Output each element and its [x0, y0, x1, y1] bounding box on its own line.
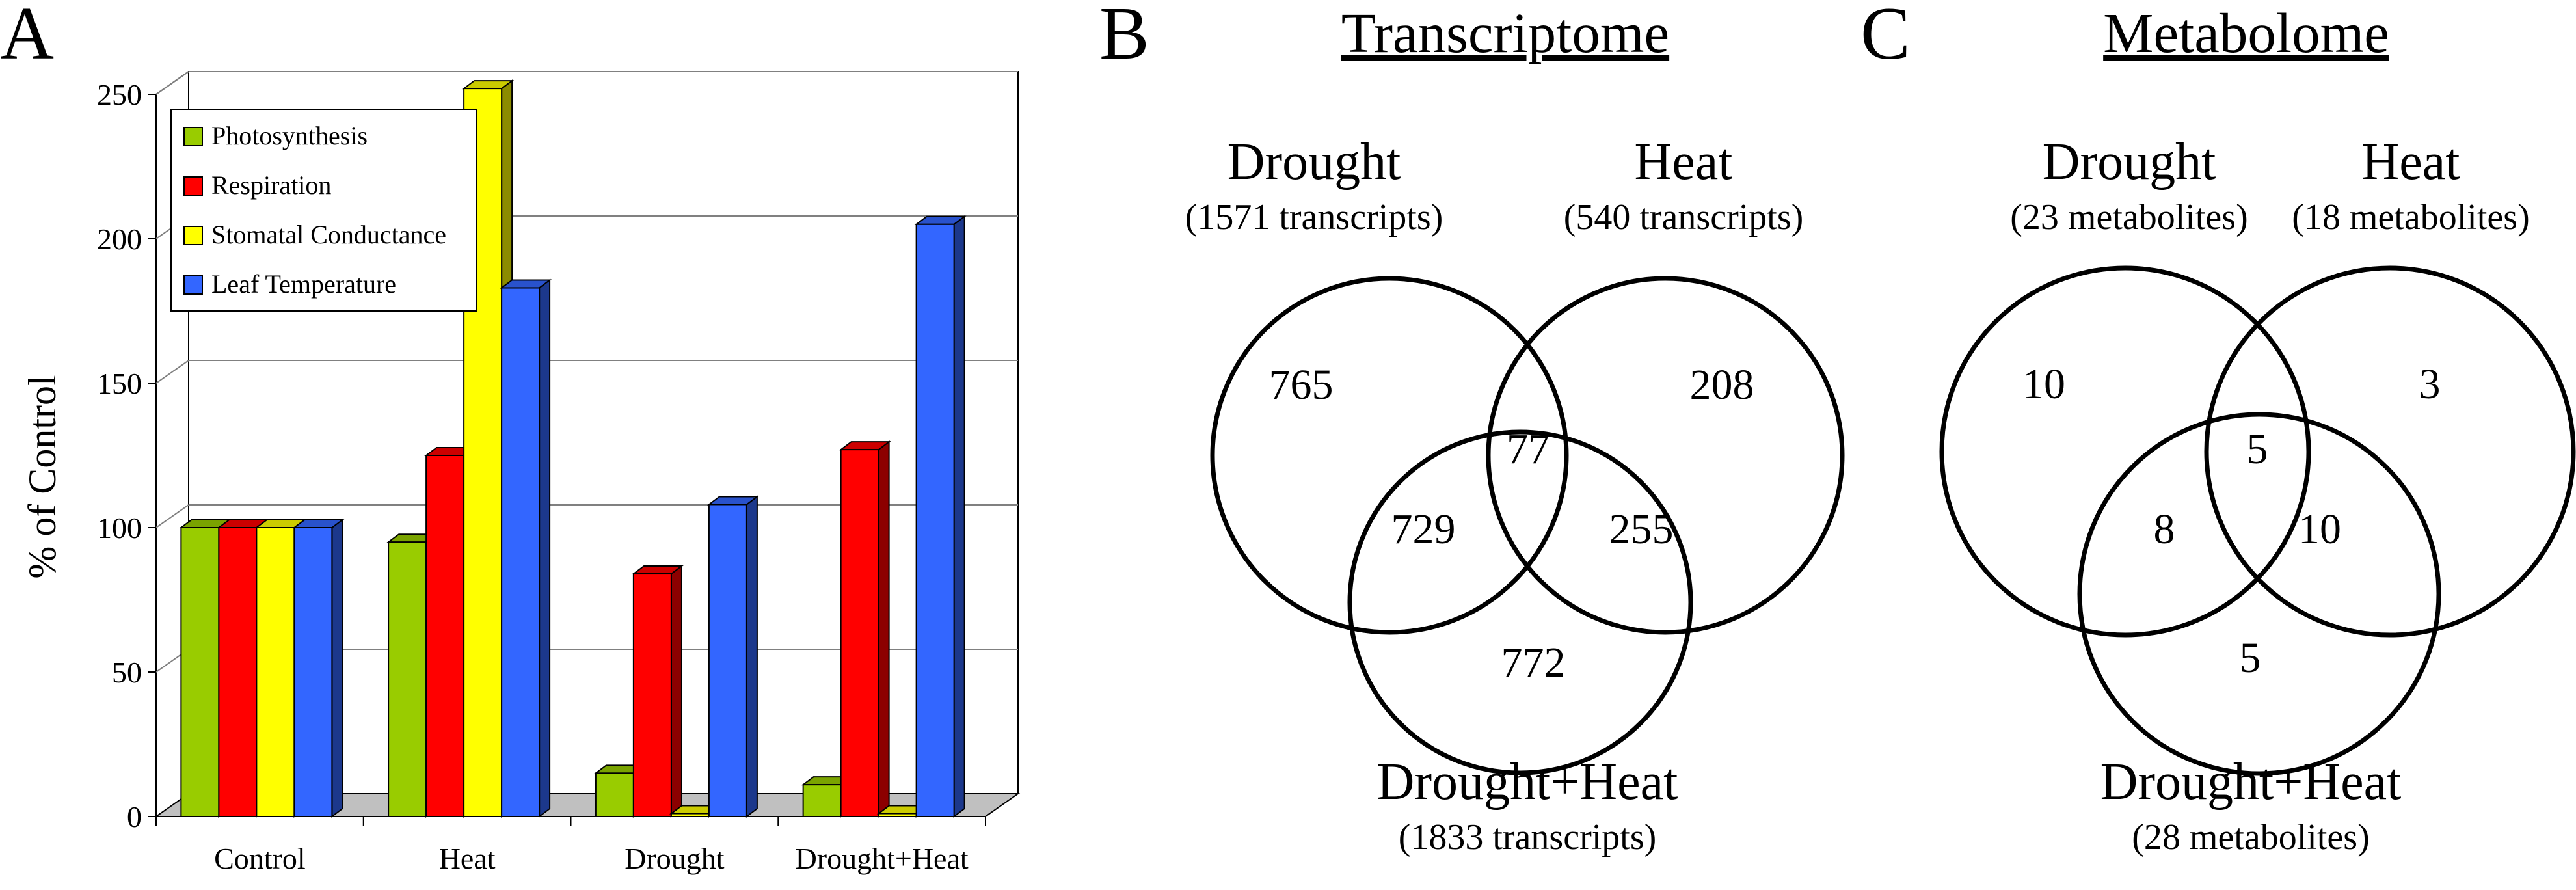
venn-b-region-drought-combined: 729 — [1391, 506, 1456, 553]
bar-front — [708, 504, 747, 817]
bar-front — [595, 772, 634, 818]
venn-c-region-heat-only: 3 — [2419, 360, 2441, 408]
bar-side — [670, 565, 682, 818]
bar-side — [539, 278, 551, 818]
gridline-side — [155, 360, 189, 384]
venn-c-set-heat-name: Heat — [2361, 133, 2460, 191]
bar-front — [388, 541, 427, 817]
venn-metabolome-title: Metabolome — [2103, 1, 2389, 64]
venn-metabolome-panel: C Metabolome Drought (23 metabolites) He… — [1860, 0, 2576, 857]
bar-front — [878, 813, 917, 818]
bar — [839, 440, 891, 818]
bar-side — [953, 215, 965, 818]
legend-swatch — [183, 127, 203, 146]
venn-b-set-combined-name: Drought+Heat — [1377, 753, 1678, 811]
panel-letter-a: A — [0, 0, 54, 75]
panel-letter-c: C — [1860, 0, 1911, 75]
y-tick-label: 200 — [97, 222, 142, 256]
venn-b-region-heat-combined: 255 — [1609, 506, 1674, 553]
bars — [179, 79, 967, 818]
bar-front — [218, 527, 258, 817]
y-tick-label: 50 — [112, 656, 142, 689]
venn-c-region-combined-only: 5 — [2240, 634, 2261, 682]
legend-label: Stomatal Conductance — [211, 220, 446, 249]
bar-front — [670, 813, 710, 818]
bar — [706, 495, 759, 818]
bar-front — [802, 784, 842, 818]
venn-c-set-heat-count: (18 metabolites) — [2292, 197, 2529, 237]
bar-chart-panel: A 0 50 100 150 200 250 Control Heat Drought Drou… — [0, 0, 1021, 875]
venn-b-set-drought-name: Drought — [1228, 133, 1401, 191]
x-tick-label: Drought+Heat — [796, 842, 969, 875]
venn-c-region-heat-combined: 10 — [2298, 506, 2341, 553]
y-tick-label: 150 — [97, 367, 142, 400]
venn-b-region-combined-only: 772 — [1501, 639, 1566, 686]
venn-transcriptome-title: Transcriptome — [1341, 1, 1669, 64]
bar-side — [745, 495, 758, 818]
panel-letter-b: B — [1099, 0, 1149, 75]
x-tick-label: Control — [214, 842, 306, 875]
bar-front — [425, 455, 465, 817]
x-tick-label: Drought — [624, 842, 725, 875]
venn-b-circle-drought — [1210, 276, 1569, 635]
bar-front — [256, 527, 295, 817]
y-tick-label: 0 — [127, 800, 142, 833]
gridline-side — [155, 71, 189, 95]
bar-side — [878, 440, 890, 818]
venn-transcriptome-panel: B Transcriptome Drought (1571 transcript… — [1099, 0, 1845, 857]
venn-b-region-drought-only: 765 — [1269, 361, 1334, 409]
venn-c-region-drought-only: 10 — [2022, 360, 2065, 408]
gridline-side — [155, 504, 189, 528]
bar — [631, 565, 684, 818]
venn-b-region-heat-only: 208 — [1690, 361, 1754, 409]
y-tick-label: 250 — [97, 78, 142, 111]
bar-side — [331, 519, 343, 818]
venn-b-set-drought-count: (1571 transcripts) — [1185, 197, 1443, 237]
bar — [292, 519, 345, 818]
legend-items: Photosynthesis Respiration Stomatal Conduc… — [183, 121, 446, 299]
legend-label: Photosynthesis — [211, 121, 368, 150]
legend-swatch — [183, 275, 203, 295]
bar-front — [501, 287, 541, 818]
venn-b-circle-combined — [1347, 429, 1693, 775]
venn-b-region-drought-heat: 77 — [1507, 425, 1550, 473]
venn-c-region-drought-heat: 5 — [2247, 425, 2268, 473]
venn-c-set-combined-count: (28 metabolites) — [2132, 817, 2369, 857]
legend-label: Respiration — [211, 170, 331, 200]
bar-front — [840, 449, 879, 817]
x-tick-label: Heat — [439, 842, 496, 875]
venn-b-set-heat-count: (540 transcripts) — [1564, 197, 1804, 237]
bar-front — [293, 527, 333, 817]
venn-c-circle-combined — [2077, 412, 2441, 776]
legend-swatch — [183, 176, 203, 196]
venn-b-set-heat-name: Heat — [1634, 133, 1732, 191]
y-axis-label: % of Control — [21, 375, 64, 578]
bar-front — [915, 223, 955, 817]
venn-b-circle-heat — [1486, 276, 1845, 635]
bar — [914, 215, 967, 818]
venn-b-set-combined-count: (1833 transcripts) — [1399, 817, 1657, 857]
bar-front — [632, 573, 672, 817]
legend-box — [170, 109, 477, 312]
y-tick-label: 100 — [97, 511, 142, 545]
bar — [500, 278, 552, 818]
venn-c-set-drought-name: Drought — [2043, 133, 2216, 191]
x-ticks: Control Heat Drought Drought+Heat — [155, 816, 986, 875]
venn-c-circle-drought — [1939, 265, 2311, 638]
venn-c-set-drought-count: (23 metabolites) — [2010, 197, 2247, 237]
venn-c-region-drought-combined: 8 — [2154, 506, 2175, 553]
legend-label: Leaf Temperature — [211, 269, 396, 299]
bar-front — [180, 527, 220, 817]
y-ticks: 0 50 100 150 200 250 — [97, 78, 156, 833]
venn-c-set-combined-name: Drought+Heat — [2100, 753, 2402, 811]
venn-c-circle-heat — [2204, 265, 2576, 638]
legend-swatch — [183, 226, 203, 245]
legend: Photosynthesis Respiration Stomatal Conduc… — [170, 109, 477, 312]
